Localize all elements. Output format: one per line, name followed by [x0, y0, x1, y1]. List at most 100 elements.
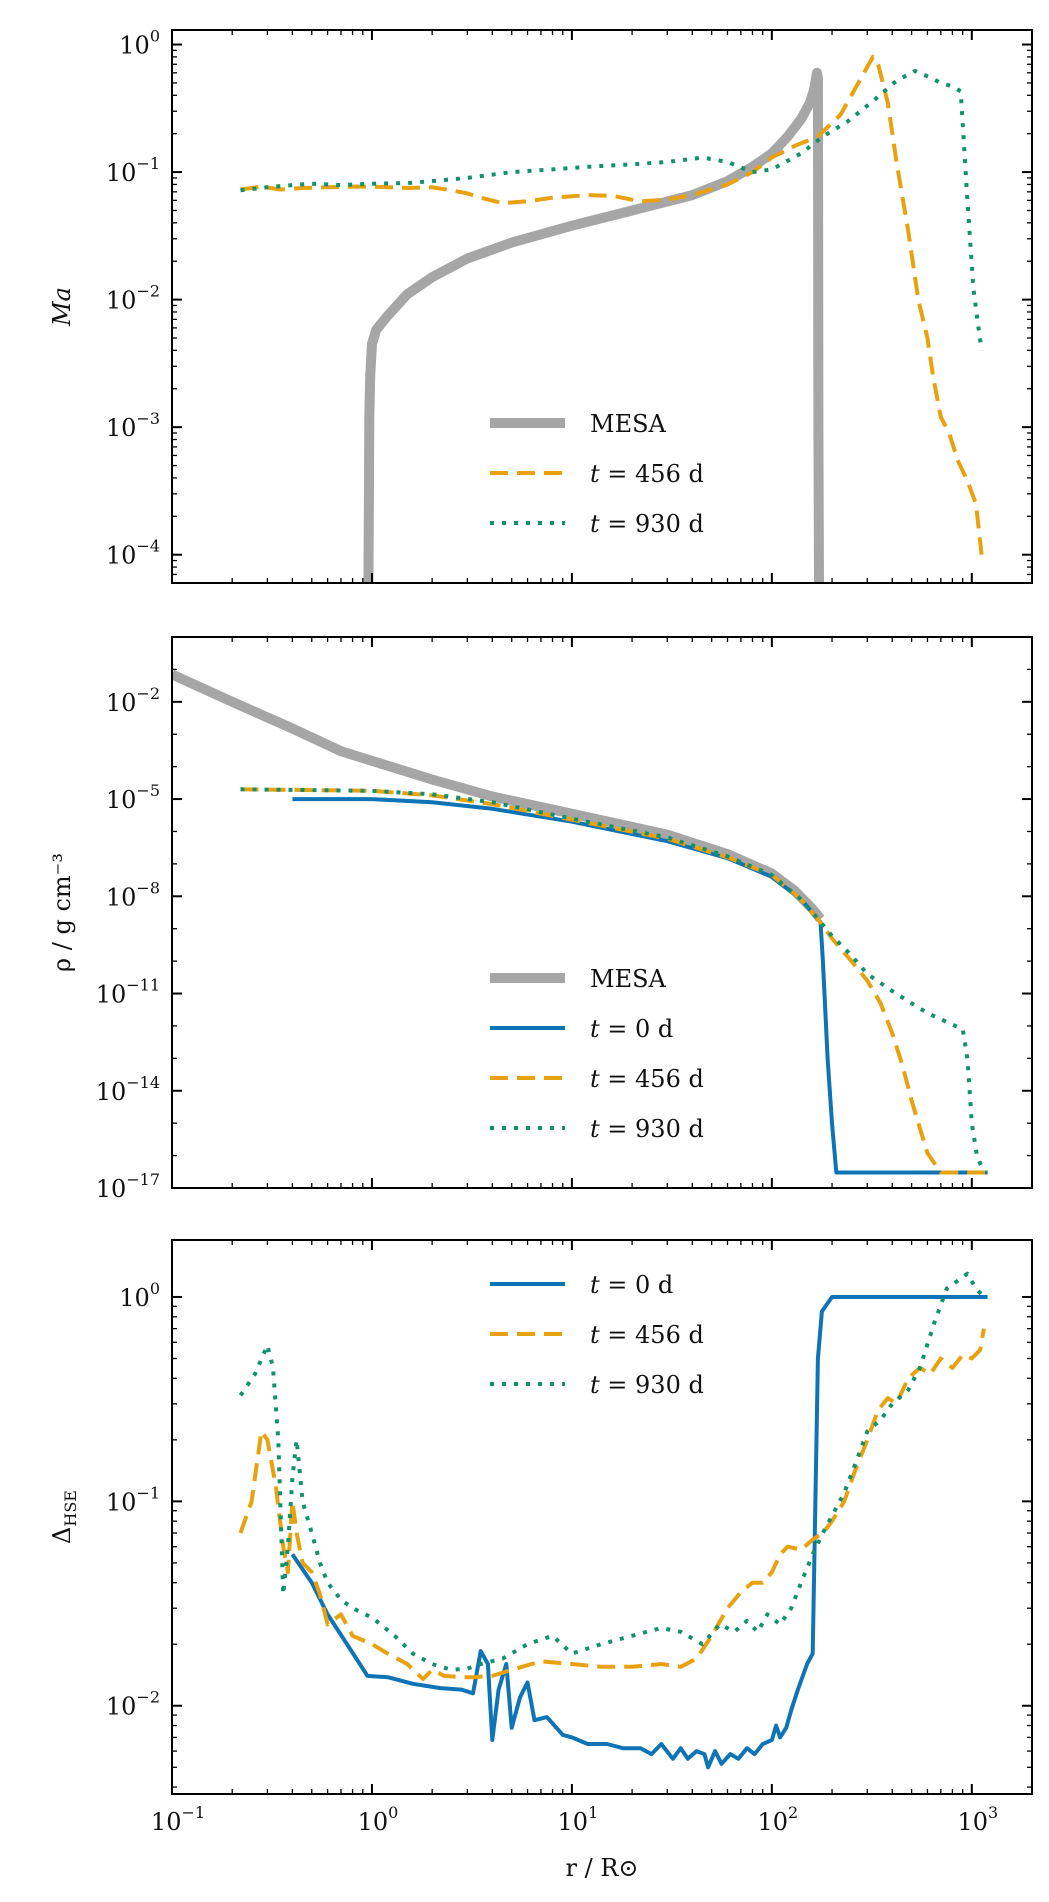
y-tick-label: 10−17 — [96, 1170, 160, 1203]
legend-label-t456: t = 456 d — [590, 1065, 704, 1093]
legend-label-part: = 930 d — [600, 1371, 704, 1399]
y-tick-label: 10−3 — [106, 409, 160, 442]
series-group — [172, 669, 988, 1175]
y-tick-label-base: 10 — [106, 1488, 137, 1516]
legend-label-part: = 0 d — [600, 1271, 674, 1299]
series-line-mesa — [172, 669, 825, 923]
x-tick-label-base: 10 — [957, 1808, 988, 1836]
x-tick-label-exponent: 0 — [388, 1803, 398, 1822]
axes-frame — [171, 636, 1033, 1189]
series-line-t930 — [238, 1271, 986, 1672]
y-tick-label-base: 10 — [119, 32, 150, 60]
x-tick-label: 100 — [358, 1803, 399, 1836]
series-group — [238, 1271, 988, 1770]
series-group — [240, 54, 984, 583]
legend-label-part: MESA — [590, 410, 667, 438]
x-tick-label: 103 — [957, 1803, 998, 1836]
y-tick-label: 10−1 — [106, 1483, 160, 1516]
x-tick-label: 10−1 — [151, 1803, 205, 1836]
y-tick-label-base: 10 — [106, 159, 137, 187]
legend-label-t0: t = 0 d — [590, 1271, 673, 1299]
y-tick-label-exponent: −1 — [136, 1483, 160, 1502]
axes-frame — [171, 29, 1033, 584]
y-tick-label: 10−1 — [106, 154, 160, 187]
legend-label-t930: t = 930 d — [590, 1115, 704, 1143]
y-tick-label-base: 10 — [96, 981, 127, 1009]
legend-label-part: = 930 d — [600, 1115, 704, 1143]
legend-label-part: t — [590, 1065, 600, 1093]
y-tick-label-base: 10 — [119, 1284, 150, 1312]
y-tick-label-exponent: −2 — [136, 1688, 160, 1707]
series-line-t456 — [238, 1328, 986, 1682]
x-tick-label-exponent: 3 — [988, 1803, 998, 1822]
x-tick-label-base: 10 — [358, 1808, 389, 1836]
series-line-t930 — [240, 787, 986, 1174]
y-axis-label: ρ / g cm⁻³ — [48, 853, 76, 972]
y-ticks — [172, 636, 1032, 1189]
x-ticks — [171, 1240, 1033, 1794]
y-tick-label-base: 10 — [106, 287, 137, 315]
axes-frame — [171, 1239, 1033, 1795]
y-tick-label-exponent: 0 — [150, 27, 160, 46]
legend-label-part: = 456 d — [600, 1321, 704, 1349]
y-tick-label: 100 — [119, 1279, 160, 1312]
legend-label-part: = 456 d — [600, 460, 704, 488]
y-tick-label-base: 10 — [106, 883, 137, 911]
legend-label-part: = 0 d — [600, 1015, 674, 1043]
y-tick-label: 10−14 — [96, 1073, 160, 1106]
y-tick-label: 10−5 — [106, 781, 160, 814]
legend-label-t0: t = 0 d — [590, 1015, 673, 1043]
x-ticks — [171, 637, 1033, 1188]
legend-label-part: t — [590, 1015, 600, 1043]
y-tick-label: 10−2 — [106, 1688, 160, 1721]
x-tick-label: 102 — [757, 1803, 798, 1836]
y-tick-label-exponent: 0 — [150, 1279, 160, 1298]
x-tick-label-exponent: −1 — [181, 1803, 205, 1822]
legend-label-part: t — [590, 510, 600, 538]
y-tick-label-exponent: −2 — [136, 684, 160, 703]
x-tick-label-base: 10 — [558, 1808, 589, 1836]
y-tick-label-base: 10 — [96, 1078, 127, 1106]
y-tick-label-exponent: −8 — [136, 878, 160, 897]
legend-label-part: = 930 d — [600, 510, 704, 538]
legend-label-part: MESA — [590, 965, 667, 993]
y-tick-label-base: 10 — [106, 786, 137, 814]
legend: t = 0 dt = 456 dt = 930 d — [490, 1271, 704, 1399]
y-axis-label-text: ρ / g cm⁻³ — [48, 853, 76, 972]
series-line-t0 — [290, 1295, 988, 1770]
y-tick-label-exponent: −3 — [136, 409, 160, 428]
x-tick-label-base: 10 — [757, 1808, 788, 1836]
y-tick-label-exponent: −11 — [126, 976, 160, 995]
legend-label-part: t — [590, 1271, 600, 1299]
x-tick-label-exponent: 1 — [588, 1803, 598, 1822]
y-axis-label: Ma — [48, 287, 76, 327]
y-tick-label-exponent: −1 — [136, 154, 160, 173]
legend-label-part: t — [590, 1321, 600, 1349]
y-tick-label-base: 10 — [106, 414, 137, 442]
y-tick-label-exponent: −4 — [136, 537, 160, 556]
y-tick-label: 10−8 — [106, 878, 160, 911]
legend-label-mesa: MESA — [590, 410, 667, 438]
legend-label-t456: t = 456 d — [590, 1321, 704, 1349]
y-axis-label-text: Δ — [48, 1527, 76, 1544]
x-tick-labels: 10−1 100 101 102 103 — [151, 1803, 998, 1836]
legend-label-part: t — [590, 1115, 600, 1143]
y-tick-label-exponent: −14 — [126, 1073, 160, 1092]
y-tick-label-base: 10 — [96, 1175, 127, 1203]
y-axis-label: ΔHSE — [48, 1490, 80, 1544]
series-line-t0 — [292, 797, 988, 1175]
x-ticks — [171, 30, 1033, 583]
y-tick-label: 100 — [119, 27, 160, 60]
x-tick-label: 101 — [558, 1803, 599, 1836]
legend-label-part: = 456 d — [600, 1065, 704, 1093]
y-axis-label-text: Ma — [48, 287, 76, 327]
x-tick-label-base: 10 — [151, 1808, 182, 1836]
